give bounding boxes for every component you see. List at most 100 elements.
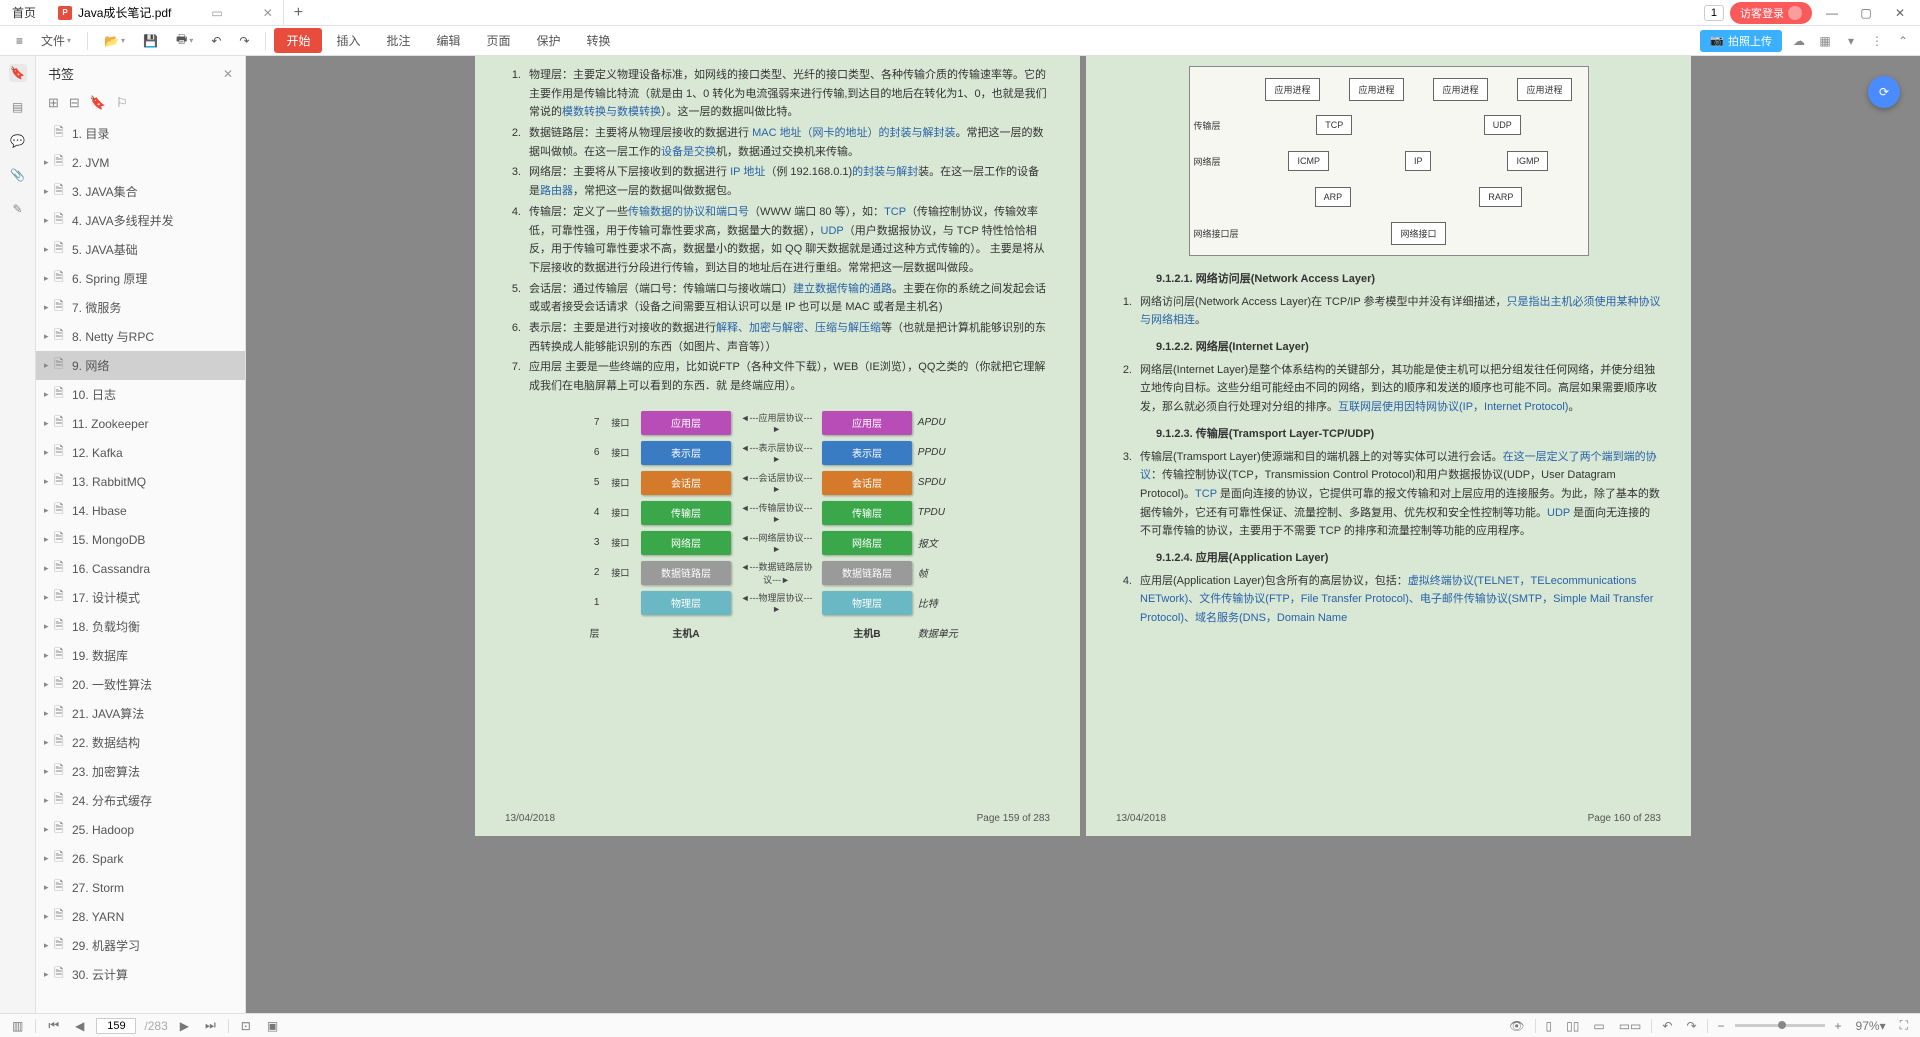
expand-arrow-icon[interactable]: ▸ bbox=[44, 940, 54, 951]
expand-arrow-icon[interactable]: ▸ bbox=[44, 186, 54, 197]
bookmark-item[interactable]: ▸🗎13. RabbitMQ bbox=[36, 467, 245, 496]
bookmark-item[interactable]: ▸🗎19. 数据库 bbox=[36, 641, 245, 670]
expand-arrow-icon[interactable]: ▸ bbox=[44, 476, 54, 487]
bookmark-add-icon[interactable]: 🔖 bbox=[90, 95, 106, 111]
bookmark-item[interactable]: ▸🗎5. JAVA基础 bbox=[36, 235, 245, 264]
last-page-button[interactable]: ⏭ bbox=[201, 1018, 220, 1033]
login-button[interactable]: 访客登录 bbox=[1730, 2, 1812, 24]
continuous-icon[interactable]: ▯▯ bbox=[1562, 1019, 1583, 1033]
floating-action-button[interactable]: ⟳ bbox=[1868, 76, 1900, 108]
facing-icon[interactable]: ▭ bbox=[1589, 1019, 1608, 1033]
redo-button[interactable]: ↷ bbox=[231, 30, 257, 52]
bookmark-item[interactable]: ▸🗎20. 一致性算法 bbox=[36, 670, 245, 699]
bookmark-item[interactable]: ▸🗎24. 分布式缓存 bbox=[36, 786, 245, 815]
bookmark-item[interactable]: ▸🗎28. YARN bbox=[36, 902, 245, 931]
print-button[interactable]: 🖶▾ bbox=[168, 26, 201, 55]
bookmark-item[interactable]: ▸🗎7. 微服务 bbox=[36, 293, 245, 322]
bookmark-item[interactable]: ▸🗎27. Storm bbox=[36, 873, 245, 902]
book-icon[interactable]: ▭▭ bbox=[1615, 1019, 1646, 1033]
expand-arrow-icon[interactable]: ▸ bbox=[44, 679, 54, 690]
expand-arrow-icon[interactable]: ▸ bbox=[44, 882, 54, 893]
expand-arrow-icon[interactable]: ▸ bbox=[44, 853, 54, 864]
bookmark-item[interactable]: ▸🗎3. JAVA集合 bbox=[36, 177, 245, 206]
next-page-button[interactable]: ▶ bbox=[176, 1019, 193, 1033]
prev-page-button[interactable]: ◀ bbox=[71, 1019, 88, 1033]
expand-arrow-icon[interactable]: ▸ bbox=[44, 766, 54, 777]
bookmark-item[interactable]: ▸🗎21. JAVA算法 bbox=[36, 699, 245, 728]
maximize-button[interactable]: ▢ bbox=[1852, 1, 1880, 25]
bookmark-item[interactable]: ▸🗎8. Netty 与RPC bbox=[36, 322, 245, 351]
tab-insert[interactable]: 插入 bbox=[324, 28, 372, 53]
rotate-left-icon[interactable]: ↶ bbox=[1658, 1019, 1676, 1033]
more-icon[interactable]: ⋮ bbox=[1868, 32, 1886, 50]
camera-upload-button[interactable]: 📷 拍照上传 bbox=[1700, 30, 1782, 52]
page-input[interactable] bbox=[96, 1018, 136, 1034]
signature-icon[interactable]: ✎ bbox=[9, 200, 27, 218]
bookmark-item[interactable]: ▸🗎9. 网络 bbox=[36, 351, 245, 380]
bookmark-item[interactable]: ▸🗎16. Cassandra bbox=[36, 554, 245, 583]
zoom-out-button[interactable]: − bbox=[1714, 1019, 1729, 1033]
bookmark-item[interactable]: ▸🗎18. 负载均衡 bbox=[36, 612, 245, 641]
bookmark-item[interactable]: ▸🗎6. Spring 原理 bbox=[36, 264, 245, 293]
tab-pin-icon[interactable]: ▭ bbox=[211, 6, 222, 20]
first-page-button[interactable]: ⏮ bbox=[44, 1018, 63, 1033]
add-tab-button[interactable]: + bbox=[284, 4, 313, 22]
save-button[interactable]: 💾 bbox=[135, 30, 166, 52]
zoom-in-button[interactable]: + bbox=[1831, 1019, 1846, 1033]
expand-all-icon[interactable]: ⊞ bbox=[48, 95, 59, 111]
zoom-level[interactable]: 97% ▾ bbox=[1852, 1019, 1890, 1033]
cloud-icon[interactable]: ☁ bbox=[1790, 32, 1808, 50]
expand-arrow-icon[interactable]: ▸ bbox=[44, 621, 54, 632]
expand-arrow-icon[interactable]: ▸ bbox=[44, 244, 54, 255]
bookmark-item[interactable]: ▸🗎11. Zookeeper bbox=[36, 409, 245, 438]
bookmark-item[interactable]: ▸🗎10. 日志 bbox=[36, 380, 245, 409]
undo-button[interactable]: ↶ bbox=[203, 30, 229, 52]
home-tab[interactable]: 首页 bbox=[0, 0, 48, 25]
bookmark-item[interactable]: ▸🗎17. 设计模式 bbox=[36, 583, 245, 612]
thumbnail-icon[interactable]: ▤ bbox=[9, 98, 27, 116]
content-area[interactable]: 1.物理层：主要定义物理设备标准，如网线的接口类型、光纤的接口类型、各种传输介质… bbox=[246, 56, 1920, 1013]
bookmark-item[interactable]: ▸🗎25. Hadoop bbox=[36, 815, 245, 844]
chevron-down-icon[interactable]: ▾ bbox=[1842, 32, 1860, 50]
close-button[interactable]: ✕ bbox=[1886, 1, 1914, 25]
open-button[interactable]: 📂▾ bbox=[96, 30, 133, 52]
bookmark-icon[interactable]: 🔖 bbox=[9, 64, 27, 82]
rotate-right-icon[interactable]: ↷ bbox=[1682, 1019, 1700, 1033]
expand-arrow-icon[interactable]: ▸ bbox=[44, 215, 54, 226]
minimize-button[interactable]: — bbox=[1818, 1, 1846, 25]
bookmark-item[interactable]: ▸🗎15. MongoDB bbox=[36, 525, 245, 554]
expand-arrow-icon[interactable]: ▸ bbox=[44, 389, 54, 400]
tab-annotate[interactable]: 批注 bbox=[374, 28, 422, 53]
sidebar-toggle-icon[interactable]: ▥ bbox=[8, 1019, 27, 1033]
tab-protect[interactable]: 保护 bbox=[525, 28, 573, 53]
fullscreen-icon[interactable]: ⛶ bbox=[1896, 1018, 1912, 1033]
expand-arrow-icon[interactable]: ▸ bbox=[44, 157, 54, 168]
expand-arrow-icon[interactable]: ▸ bbox=[44, 418, 54, 429]
bookmark-item[interactable]: ▸🗎12. Kafka bbox=[36, 438, 245, 467]
expand-arrow-icon[interactable]: ▸ bbox=[44, 911, 54, 922]
attachment-icon[interactable]: 📎 bbox=[9, 166, 27, 184]
view-mode-icon[interactable]: 👁 bbox=[1505, 1019, 1528, 1033]
bookmark-item[interactable]: ▸🗎23. 加密算法 bbox=[36, 757, 245, 786]
expand-arrow-icon[interactable]: ▸ bbox=[44, 273, 54, 284]
expand-arrow-icon[interactable]: ▸ bbox=[44, 795, 54, 806]
fit-width-icon[interactable]: ⊡ bbox=[237, 1019, 255, 1033]
tab-page[interactable]: 页面 bbox=[475, 28, 523, 53]
bookmark-item[interactable]: ▸🗎4. JAVA多线程并发 bbox=[36, 206, 245, 235]
tab-start[interactable]: 开始 bbox=[274, 28, 322, 53]
hamburger-button[interactable]: ≡ bbox=[8, 30, 31, 52]
expand-arrow-icon[interactable]: ▸ bbox=[44, 331, 54, 342]
comment-icon[interactable]: 💬 bbox=[9, 132, 27, 150]
bookmarks-close-icon[interactable]: ✕ bbox=[223, 67, 233, 81]
expand-arrow-icon[interactable]: ▸ bbox=[44, 563, 54, 574]
expand-arrow-icon[interactable]: ▸ bbox=[44, 737, 54, 748]
expand-arrow-icon[interactable]: ▸ bbox=[44, 302, 54, 313]
bookmark-item[interactable]: ▸🗎26. Spark bbox=[36, 844, 245, 873]
fit-page-icon[interactable]: ▣ bbox=[263, 1019, 282, 1033]
notification-badge[interactable]: 1 bbox=[1704, 5, 1724, 21]
expand-arrow-icon[interactable]: ▸ bbox=[44, 969, 54, 980]
expand-arrow-icon[interactable]: ▸ bbox=[44, 592, 54, 603]
expand-arrow-icon[interactable]: ▸ bbox=[44, 505, 54, 516]
expand-arrow-icon[interactable]: ▸ bbox=[44, 360, 54, 371]
bookmark-item[interactable]: ▸🗎2. JVM bbox=[36, 148, 245, 177]
